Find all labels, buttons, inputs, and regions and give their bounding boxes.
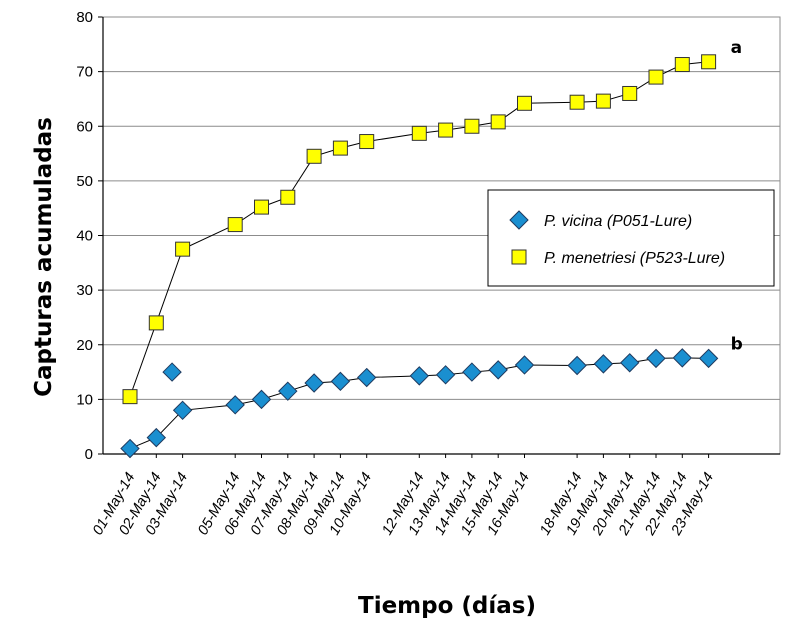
data-point: [304, 373, 324, 393]
data-point: [227, 217, 243, 233]
data-point: [619, 353, 640, 373]
y-tick-label: 80: [76, 9, 93, 26]
data-point: [622, 85, 638, 101]
data-point: [359, 134, 375, 150]
data-point: [569, 94, 585, 110]
series-annotation-b: b: [731, 334, 743, 354]
data-point: [122, 389, 138, 405]
y-tick-label: 60: [76, 118, 93, 135]
data-point: [411, 125, 427, 141]
data-point: [698, 348, 719, 369]
legend-box: [487, 189, 775, 287]
x-axis-title: Tiempo (días): [358, 593, 536, 619]
axes: [98, 16, 781, 458]
data-point: [251, 389, 272, 410]
data-point: [490, 114, 506, 130]
data-point: [672, 348, 693, 368]
data-point: [648, 69, 664, 85]
data-point: [567, 355, 587, 376]
annotations: ab: [731, 38, 743, 355]
data-point: [356, 367, 377, 388]
data-point: [701, 54, 717, 70]
legend-label: P. menetriesi (P523-Lure): [544, 250, 725, 267]
data-point: [517, 95, 532, 111]
y-tick-label: 30: [76, 282, 93, 299]
data-point: [332, 140, 348, 156]
data-point: [120, 438, 140, 459]
y-tick-label: 40: [76, 228, 93, 245]
data-point: [254, 199, 269, 215]
data-point: [409, 366, 430, 386]
data-point: [148, 315, 164, 331]
y-tick-label: 0: [85, 446, 93, 463]
series: [120, 54, 719, 459]
data-point: [593, 354, 614, 374]
data-point: [464, 118, 480, 134]
data-point: [146, 427, 167, 448]
legend-label: P. vicina (P051-Lure): [544, 213, 692, 230]
data-point: [330, 371, 351, 392]
data-point: [278, 381, 298, 401]
data-point: [172, 400, 193, 421]
y-tick-label: 20: [76, 337, 93, 354]
data-point: [306, 148, 322, 164]
data-point: [280, 189, 296, 205]
series-annotation-a: a: [731, 38, 742, 58]
data-point-outlier: [162, 362, 182, 382]
y-tick-labels: 0 10 20 30 40 50 60 70 80: [76, 9, 93, 463]
legend-marker: [509, 210, 529, 230]
data-point: [514, 355, 535, 375]
legend: P. vicina (P051-Lure) P. menetriesi (P523…: [487, 189, 775, 287]
legend-marker: [511, 249, 527, 265]
y-axis-title: Capturas acumuladas: [31, 117, 57, 397]
data-point: [674, 57, 690, 73]
data-point: [462, 362, 482, 382]
y-tick-label: 10: [76, 391, 93, 408]
data-point: [646, 348, 666, 369]
data-point: [438, 122, 454, 138]
y-tick-label: 50: [76, 173, 93, 190]
data-point: [175, 241, 191, 257]
data-point: [595, 93, 611, 109]
data-point: [225, 395, 245, 415]
y-tick-label: 70: [76, 64, 93, 81]
data-point: [488, 360, 508, 380]
data-point: [435, 365, 456, 385]
